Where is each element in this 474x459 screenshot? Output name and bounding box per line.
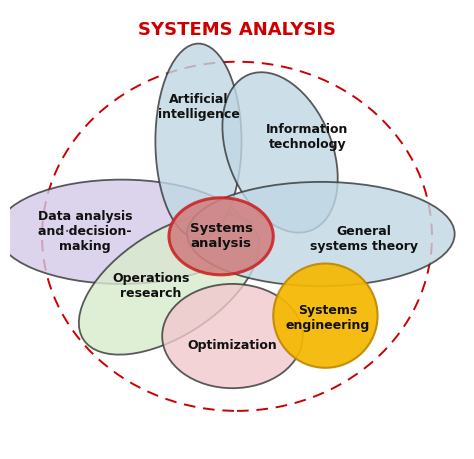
Text: Operations
research: Operations research xyxy=(112,272,190,300)
Text: Systems
engineering: Systems engineering xyxy=(285,304,370,332)
Ellipse shape xyxy=(0,179,246,284)
Ellipse shape xyxy=(162,284,303,388)
Text: SYSTEMS ANALYSIS: SYSTEMS ANALYSIS xyxy=(138,21,336,39)
Text: General
systems theory: General systems theory xyxy=(310,224,418,252)
Text: Optimization: Optimization xyxy=(188,339,277,352)
Ellipse shape xyxy=(222,72,338,233)
Ellipse shape xyxy=(169,198,273,275)
Text: Data analysis
and decision-
making: Data analysis and decision- making xyxy=(38,210,132,253)
Text: Artificial
intelligence: Artificial intelligence xyxy=(157,93,239,121)
Ellipse shape xyxy=(273,263,378,368)
Ellipse shape xyxy=(155,44,242,239)
Ellipse shape xyxy=(79,213,259,355)
Ellipse shape xyxy=(187,182,455,286)
Text: Information
technology: Information technology xyxy=(266,123,348,151)
Text: Systems
analysis: Systems analysis xyxy=(190,222,253,250)
Text: ...: ... xyxy=(55,218,70,236)
